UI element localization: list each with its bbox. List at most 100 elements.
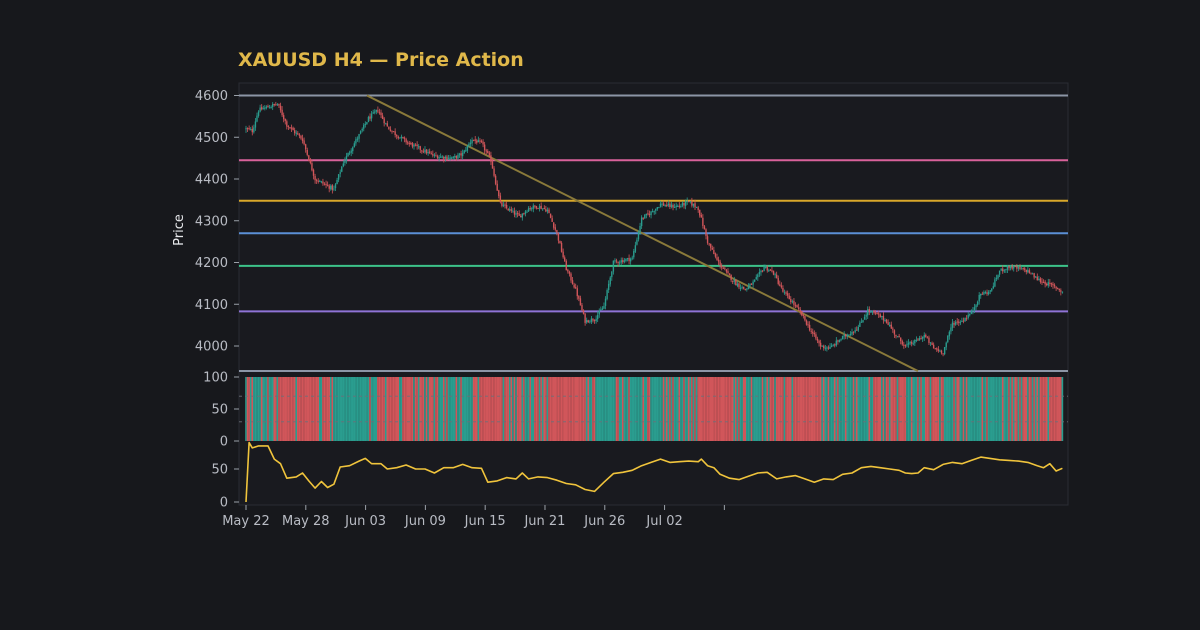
indicator-bar: [863, 377, 866, 441]
indicator-bar: [490, 377, 492, 441]
indicator-bar: [311, 377, 313, 441]
indicator-bar: [595, 377, 597, 441]
candle-body: [797, 307, 800, 309]
indicator-bar: [921, 377, 924, 441]
indicator-bar: [775, 377, 778, 441]
candle-body: [860, 321, 863, 323]
candle-body: [909, 341, 911, 344]
candle-body: [413, 144, 415, 147]
candle-body: [342, 163, 345, 167]
candle-body: [389, 129, 392, 132]
indicator-bar: [995, 377, 998, 441]
candle-body: [810, 330, 812, 332]
indicator-bar: [881, 377, 883, 441]
indicator-bar: [1011, 377, 1013, 441]
candle-body: [815, 334, 817, 339]
indicator-bar: [681, 377, 684, 441]
candle-body: [1036, 276, 1038, 281]
indicator-bar: [844, 377, 847, 441]
candle-body: [422, 151, 425, 153]
candle-body: [838, 340, 841, 343]
indicator-bar: [344, 377, 346, 441]
candle-body: [505, 204, 508, 209]
indicator-bar: [680, 377, 682, 441]
indicator-bar: [309, 377, 312, 441]
indicator-bar: [789, 377, 792, 441]
indicator-bar: [950, 377, 952, 441]
indicator-bar: [303, 377, 305, 441]
candle-body: [761, 270, 764, 272]
indicator-bar: [614, 377, 616, 441]
candle-body: [874, 312, 877, 314]
candle-body: [868, 309, 870, 312]
candle-body: [469, 142, 472, 145]
indicator-bar: [640, 377, 643, 441]
candle-body: [964, 318, 966, 322]
indicator-bar: [651, 377, 654, 441]
candle-body: [576, 288, 578, 297]
indicator-bar: [573, 377, 575, 441]
candle-body: [593, 320, 596, 322]
indicator-bar: [750, 377, 753, 441]
indicator-bar: [746, 377, 748, 441]
indicator-bar: [590, 377, 593, 441]
price-axis-tick-label: 4600: [195, 89, 228, 104]
candle-body: [428, 151, 431, 153]
indicator-bar: [669, 377, 671, 441]
candle-body: [992, 286, 995, 289]
indicator-bar: [1056, 377, 1059, 441]
indicator-axis-tick-label: 50: [211, 403, 228, 418]
indicator-bar: [1019, 377, 1021, 441]
indicator-bar: [1061, 377, 1064, 441]
indicator-bar: [940, 377, 943, 441]
indicator-bar: [920, 377, 922, 441]
candle-body: [559, 240, 561, 244]
indicator-bar: [312, 377, 315, 441]
candle-body: [680, 205, 682, 207]
indicator-bar: [925, 377, 927, 441]
indicator-bar: [937, 377, 940, 441]
candle-body: [297, 133, 299, 135]
indicator-bar: [818, 377, 820, 441]
indicator-bar: [267, 377, 269, 441]
candle-body: [439, 156, 442, 158]
indicator-bar: [559, 377, 561, 441]
indicator-bar: [730, 377, 732, 441]
candle-body: [915, 339, 918, 341]
candle-body: [721, 265, 723, 268]
candle-body: [308, 155, 310, 161]
candle-body: [551, 218, 553, 222]
indicator-bar: [441, 377, 444, 441]
candle-body: [290, 127, 293, 129]
indicator-bar: [328, 377, 331, 441]
indicator-bar: [287, 377, 290, 441]
indicator-bar: [703, 377, 706, 441]
indicator-bar: [593, 377, 596, 441]
indicator-bar: [587, 377, 590, 441]
indicator-bar: [486, 377, 489, 441]
candle-body: [881, 315, 883, 318]
candle-body: [928, 337, 930, 343]
candle-body: [951, 322, 954, 328]
indicator-bar: [780, 377, 783, 441]
candle-body: [742, 286, 745, 289]
candle-body: [746, 288, 748, 290]
candle-body: [287, 125, 290, 127]
indicator-bar: [877, 377, 880, 441]
candle-body: [651, 211, 654, 213]
indicator-bar: [350, 377, 352, 441]
x-axis-tick-label: Jul 02: [645, 514, 682, 529]
price-axis-tick-label: 4400: [195, 173, 228, 188]
indicator-bar: [841, 377, 844, 441]
indicator-bar: [317, 377, 320, 441]
indicator-bar: [306, 377, 309, 441]
indicator-bar: [979, 377, 982, 441]
candle-body: [703, 226, 706, 230]
indicator-bar: [282, 377, 285, 441]
indicator-bar: [741, 377, 743, 441]
candle-body: [496, 183, 498, 191]
indicator-bar: [962, 377, 965, 441]
indicator-bar: [890, 377, 893, 441]
candle-body: [940, 350, 943, 354]
candle-body: [989, 290, 991, 292]
